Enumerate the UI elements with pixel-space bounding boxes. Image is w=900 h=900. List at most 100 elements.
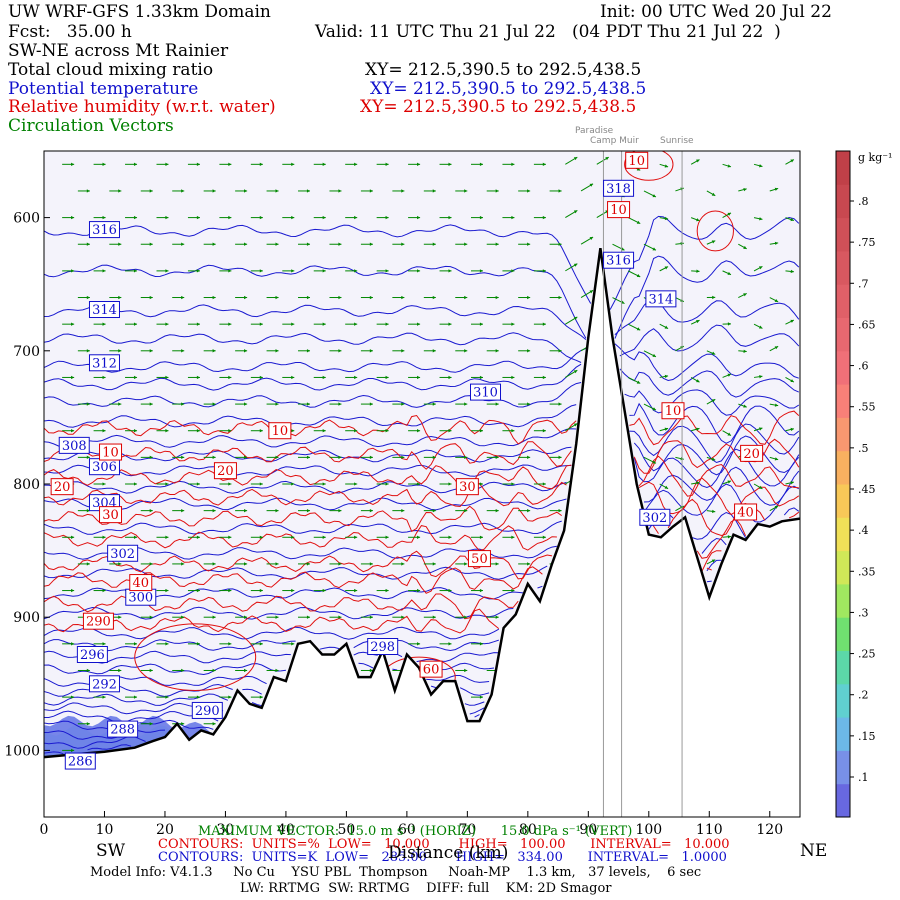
rh-label: 290: [82, 612, 114, 630]
vector-arrowhead: [338, 295, 342, 300]
xy-cloud: XY= 212.5,390.5 to 292.5,438.5: [365, 60, 642, 80]
vector-arrowhead: [354, 215, 358, 220]
contour-label-text: 10: [665, 404, 682, 419]
colorbar-swatch: [836, 350, 850, 385]
contour-label-box: [50, 478, 74, 496]
vector-arrowhead: [86, 722, 90, 726]
vector-arrowhead: [212, 508, 216, 513]
vector-arrowhead: [369, 562, 373, 566]
vector-arrowhead: [102, 215, 106, 220]
circulation-vector: [801, 241, 809, 244]
colorbar-label: .15: [858, 730, 876, 743]
vector-arrowhead: [369, 668, 373, 673]
vector-arrowhead: [259, 695, 263, 699]
vector-arrowhead: [118, 349, 122, 353]
rh-label: 30: [99, 506, 123, 524]
vector-arrowhead: [291, 215, 295, 220]
x-tick-label: 40: [277, 822, 295, 838]
vector-arrowhead: [727, 271, 731, 275]
vector-arrowhead: [432, 295, 436, 300]
vector-arrowhead: [86, 455, 90, 460]
contour-label-text: 306: [92, 460, 117, 475]
colorbar-swatch: [836, 317, 850, 352]
vector-arrowhead: [385, 482, 389, 486]
colorbar-swatch: [836, 583, 850, 618]
vector-arrowhead: [664, 374, 669, 379]
vector-arrowhead: [275, 508, 279, 513]
vector-arrowhead: [790, 217, 794, 222]
contour-label-text: 296: [80, 648, 105, 663]
vector-arrowhead: [464, 402, 468, 406]
vector-arrowhead: [495, 508, 499, 513]
vector-arrowhead: [291, 588, 295, 593]
colorbar-swatch: [836, 484, 850, 518]
colorbar-swatch: [836, 650, 850, 685]
y-tick-label: 900: [13, 610, 40, 626]
vector-arrowhead: [244, 402, 248, 406]
vector-arrowhead: [306, 295, 311, 300]
colorbar-label: .45: [858, 483, 876, 496]
terrain-fill: [44, 248, 800, 817]
theta-label: 298: [367, 638, 399, 656]
vector-arrowhead: [806, 193, 809, 196]
vector-arrowhead: [558, 242, 562, 246]
vector-arrowhead: [228, 695, 232, 699]
theta-label: 314: [88, 301, 120, 319]
vector-arrowhead: [102, 482, 106, 486]
vector-arrowhead: [354, 588, 358, 593]
vector-arrowhead: [385, 375, 389, 380]
colorbar-label: .1: [858, 771, 869, 784]
vector-arrowhead: [589, 237, 594, 241]
vector-arrowhead: [401, 402, 405, 406]
vector-arrowhead: [432, 455, 436, 460]
max-vector: MAXIMUM VECTOR: 15.0 m s⁻¹ (HORIZ) 15.0 …: [198, 824, 633, 839]
contour-label-text: 20: [217, 464, 234, 479]
vector-arrowhead: [102, 695, 106, 699]
vector-arrowhead: [511, 482, 515, 486]
vector-arrowhead: [711, 509, 716, 514]
vector-arrowhead: [712, 295, 716, 300]
vector-arrowhead: [448, 482, 452, 486]
vector-arrowhead: [354, 322, 358, 326]
y-tick-label: 600: [13, 211, 40, 227]
vector-arrowhead: [758, 485, 763, 489]
vector-arrowhead: [495, 615, 499, 619]
vector-arrowhead: [181, 295, 185, 300]
vector-arrowhead: [338, 242, 342, 246]
vector-arrowhead: [165, 162, 169, 166]
circulation-vector: [801, 457, 809, 459]
contour-label-box: [455, 478, 479, 496]
vector-arrowhead: [743, 245, 747, 249]
vector-arrowhead: [558, 295, 562, 300]
vector-arrowhead: [401, 242, 405, 246]
vector-arrowhead: [71, 162, 75, 166]
rh-contour-info: CONTOURS: UNITS=% LOW= 10.000 HIGH= 100.…: [158, 837, 730, 852]
vector-arrowhead: [696, 269, 700, 273]
vector-arrowhead: [464, 562, 468, 566]
site-camp-muir: Camp Muir: [590, 136, 639, 146]
vector-arrowhead: [322, 429, 326, 433]
theta-contour: [44, 215, 800, 310]
vector-arrowhead: [322, 215, 326, 220]
colorbar-swatch: [836, 617, 850, 651]
vector-arrowhead: [727, 373, 731, 377]
contour-label-text: 286: [68, 755, 93, 770]
rh-label: 30: [455, 478, 479, 496]
vector-arrowhead: [291, 375, 295, 380]
contour-label-box: [213, 462, 237, 480]
contour-label-text: 302: [110, 547, 135, 562]
vector-arrowhead: [275, 349, 279, 353]
contour-label-box: [740, 444, 764, 462]
x-tick-label: 70: [458, 822, 476, 838]
vector-arrowhead: [306, 508, 311, 513]
vector-arrowhead: [259, 535, 263, 539]
vector-arrowhead: [322, 588, 326, 593]
vector-arrowhead: [181, 455, 185, 460]
vector-arrowhead: [86, 668, 90, 673]
vector-arrowhead: [448, 162, 452, 166]
vector-arrowhead: [479, 695, 483, 699]
vector-arrowhead: [149, 508, 153, 513]
vector-arrowhead: [228, 162, 232, 166]
vector-arrowhead: [165, 642, 169, 646]
vector-arrowhead: [71, 695, 75, 699]
